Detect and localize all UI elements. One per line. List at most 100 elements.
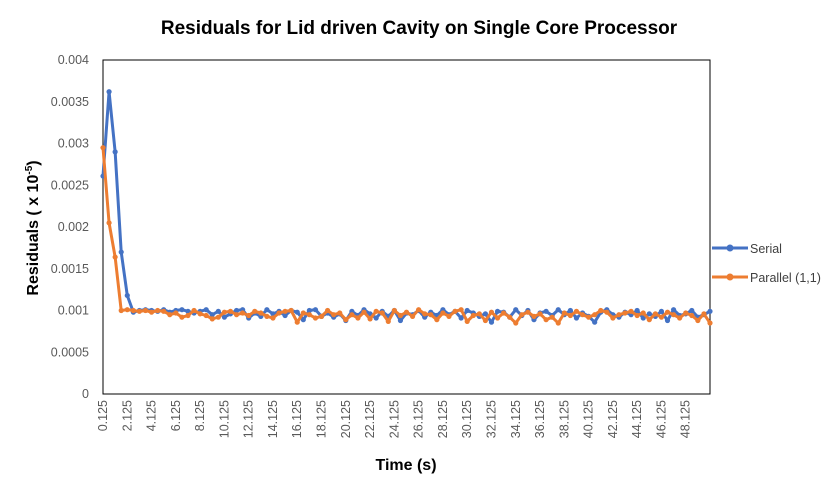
data-point-parallel-1-1 — [549, 314, 555, 320]
data-point-parallel-1-1 — [507, 314, 513, 320]
data-point-serial — [543, 308, 549, 314]
y-tick-label: 0.003 — [58, 137, 89, 151]
plot-area — [102, 59, 711, 395]
data-point-parallel-1-1 — [464, 318, 470, 324]
data-point-parallel-1-1 — [604, 309, 610, 315]
data-point-parallel-1-1 — [470, 312, 476, 319]
data-point-serial — [658, 308, 665, 314]
data-point-parallel-1-1 — [300, 310, 306, 316]
x-tick-label: 24.125 — [387, 400, 401, 438]
data-point-parallel-1-1 — [640, 310, 646, 316]
data-point-parallel-1-1 — [318, 313, 325, 319]
y-tick-label: 0.0035 — [51, 95, 89, 109]
data-point-parallel-1-1 — [203, 312, 209, 319]
data-point-serial — [294, 309, 300, 315]
legend: Serial Parallel (1,1) — [712, 242, 821, 285]
data-point-parallel-1-1 — [501, 310, 507, 316]
x-tick-label: 22.125 — [363, 400, 377, 438]
data-point-serial — [482, 311, 489, 317]
data-point-parallel-1-1 — [118, 307, 124, 314]
data-point-parallel-1-1 — [683, 310, 689, 316]
x-tick-label: 2.125 — [120, 400, 134, 431]
data-point-serial — [634, 307, 640, 314]
data-point-parallel-1-1 — [586, 314, 592, 320]
y-tick-label: 0 — [82, 387, 89, 401]
x-tick-label: 20.125 — [339, 400, 353, 438]
data-point-parallel-1-1 — [148, 309, 155, 315]
legend-label-parallel: Parallel (1,1) — [750, 271, 821, 285]
data-point-parallel-1-1 — [422, 311, 428, 317]
data-point-parallel-1-1 — [270, 315, 276, 321]
data-point-parallel-1-1 — [555, 320, 561, 326]
data-point-parallel-1-1 — [191, 307, 197, 314]
data-point-parallel-1-1 — [215, 314, 221, 320]
legend-item-serial: Serial — [712, 242, 782, 256]
data-point-parallel-1-1 — [373, 308, 379, 314]
legend-item-parallel: Parallel (1,1) — [712, 271, 821, 285]
x-tick-label: 42.125 — [606, 400, 620, 438]
series-layer — [100, 89, 713, 326]
data-point-parallel-1-1 — [349, 312, 355, 318]
x-tick-label: 28.125 — [436, 400, 450, 438]
data-point-parallel-1-1 — [440, 310, 446, 316]
data-point-parallel-1-1 — [701, 311, 707, 317]
x-tick-label: 30.125 — [460, 400, 474, 438]
data-point-parallel-1-1 — [446, 313, 452, 319]
x-axis-ticks: 0.125 2.125 4.125 6.125 8.125 10.125 12.125 14.… — [96, 400, 693, 438]
legend-marker-parallel — [726, 273, 734, 281]
data-point-parallel-1-1 — [240, 310, 246, 316]
y-tick-label: 0.0025 — [51, 178, 89, 192]
x-tick-label: 26.125 — [412, 400, 426, 438]
data-point-serial — [707, 308, 713, 314]
data-point-parallel-1-1 — [136, 308, 143, 314]
data-point-parallel-1-1 — [337, 310, 343, 316]
data-point-parallel-1-1 — [355, 315, 361, 321]
x-tick-label: 48.125 — [679, 400, 693, 438]
data-point-parallel-1-1 — [409, 313, 416, 319]
data-point-parallel-1-1 — [233, 312, 240, 318]
x-tick-label: 8.125 — [193, 400, 207, 431]
data-point-parallel-1-1 — [652, 311, 658, 317]
data-point-parallel-1-1 — [379, 310, 385, 316]
series-line-serial — [101, 90, 712, 324]
data-point-parallel-1-1 — [592, 312, 598, 318]
data-point-parallel-1-1 — [452, 308, 458, 314]
data-point-parallel-1-1 — [525, 309, 531, 315]
data-point-parallel-1-1 — [227, 308, 234, 314]
data-point-parallel-1-1 — [658, 314, 665, 320]
data-point-serial — [458, 315, 464, 321]
y-tick-label: 0.004 — [58, 53, 89, 67]
data-point-parallel-1-1 — [416, 307, 422, 313]
y-tick-label: 0.002 — [58, 220, 89, 234]
x-tick-label: 4.125 — [145, 400, 159, 431]
data-point-parallel-1-1 — [543, 317, 549, 323]
data-point-parallel-1-1 — [246, 312, 252, 319]
data-point-parallel-1-1 — [573, 308, 580, 314]
data-point-parallel-1-1 — [385, 318, 391, 324]
x-tick-label: 38.125 — [557, 400, 571, 438]
data-point-serial — [124, 292, 130, 299]
data-point-serial — [555, 307, 561, 313]
data-point-parallel-1-1 — [167, 312, 173, 318]
data-point-serial — [513, 307, 519, 313]
x-tick-label: 36.125 — [533, 400, 547, 438]
series-serial — [100, 89, 713, 325]
data-point-parallel-1-1 — [628, 308, 634, 314]
data-point-serial — [221, 314, 227, 320]
data-point-parallel-1-1 — [288, 307, 294, 314]
data-point-parallel-1-1 — [282, 308, 288, 314]
data-point-parallel-1-1 — [197, 311, 203, 317]
data-point-parallel-1-1 — [124, 307, 130, 313]
data-point-parallel-1-1 — [579, 312, 586, 318]
data-point-parallel-1-1 — [677, 315, 683, 321]
data-point-parallel-1-1 — [567, 312, 573, 319]
data-point-parallel-1-1 — [458, 307, 464, 313]
data-point-parallel-1-1 — [343, 317, 349, 323]
data-point-parallel-1-1 — [100, 145, 106, 151]
data-point-serial — [264, 307, 270, 313]
data-point-parallel-1-1 — [488, 309, 495, 315]
data-point-serial — [233, 307, 240, 314]
data-point-parallel-1-1 — [428, 312, 434, 318]
data-point-serial — [209, 312, 215, 318]
data-point-serial — [282, 312, 288, 319]
